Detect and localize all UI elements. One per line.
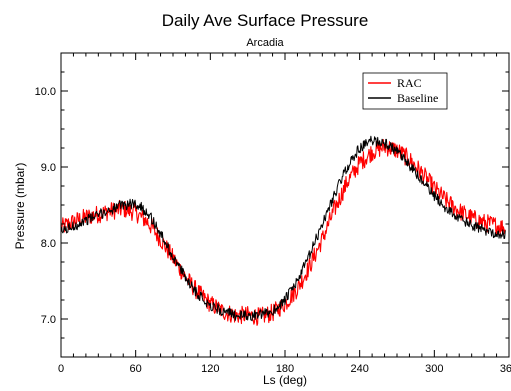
x-tick-label: 60 [130,363,142,375]
x-tick-label: 360 [500,363,511,375]
legend-label-baseline: Baseline [397,91,438,105]
chart-subtitle: Arcadia [246,37,284,49]
series-lines [60,135,506,326]
y-axis-label: Pressure (mbar) [13,163,27,250]
y-tick-label: 9.0 [41,162,56,174]
x-tick-label: 120 [201,363,219,375]
y-tick-label: 8.0 [41,238,56,250]
axis-ticks: 0 60 120 180 240 300 360 7.0 8.0 9.0 10.0 [35,52,511,375]
legend: RAC Baseline [362,72,448,110]
plot-frame [60,52,510,358]
chart-title: Daily Ave Surface Pressure [162,11,369,30]
x-tick-label: 300 [425,363,443,375]
x-tick-label: 240 [350,363,368,375]
x-tick-label: 180 [276,363,294,375]
legend-box [362,72,448,110]
series-line-rac [60,138,506,326]
legend-label-rac: RAC [397,76,422,90]
y-tick-label: 10.0 [35,86,56,98]
y-tick-label: 7.0 [41,314,56,326]
series-line-baseline [60,135,506,322]
x-axis-label: Ls (deg) [263,373,307,387]
x-tick-label: 0 [58,363,64,375]
